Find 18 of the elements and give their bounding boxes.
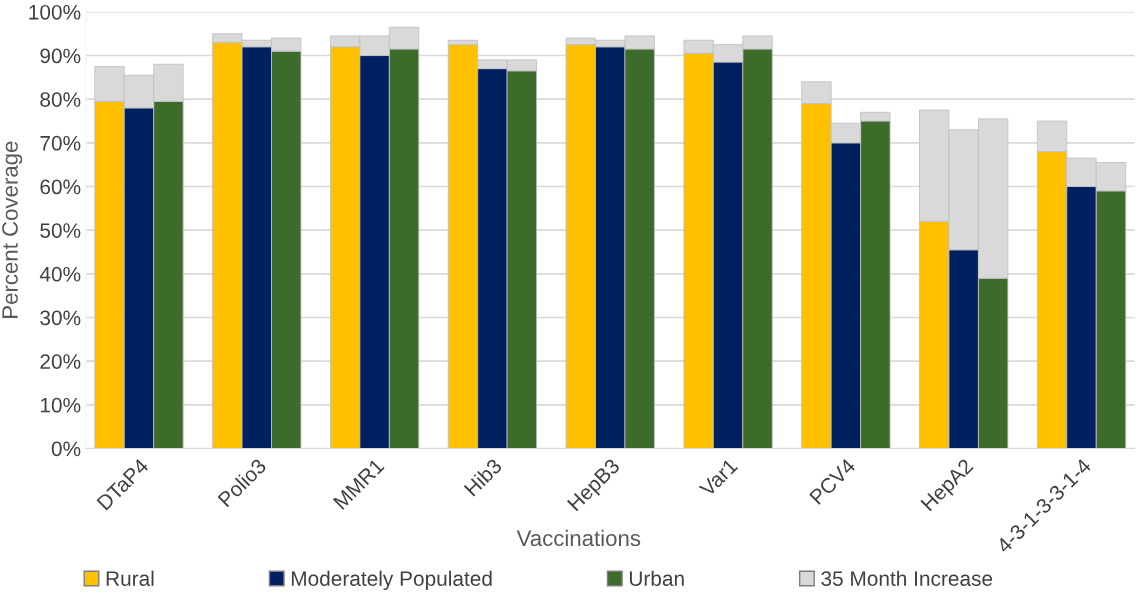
y-tick-label: 80% xyxy=(40,92,81,107)
y-tick-label: 50% xyxy=(40,223,81,238)
y-tick-label: 60% xyxy=(40,179,81,195)
legend-label: Rural xyxy=(106,570,154,586)
legend-label: 35 Month Increase xyxy=(821,570,993,586)
y-tick-label: 30% xyxy=(40,310,81,326)
y-tick-label: 100% xyxy=(29,4,81,20)
x-axis-title: Vaccinations xyxy=(516,529,641,547)
y-tick-label: 70% xyxy=(40,135,81,151)
legend-label: Urban xyxy=(629,570,684,586)
legend-label: Moderately Populated xyxy=(291,570,492,591)
y-tick-label: 90% xyxy=(40,48,81,64)
y-tick-label: 20% xyxy=(40,354,81,369)
x-tick-label: Var1 xyxy=(698,458,739,498)
y-axis-title: Percent Coverage xyxy=(2,141,23,318)
y-tick-label: 40% xyxy=(39,266,81,282)
y-tick-label: 0% xyxy=(51,441,81,457)
y-tick-label: 10% xyxy=(40,397,81,413)
